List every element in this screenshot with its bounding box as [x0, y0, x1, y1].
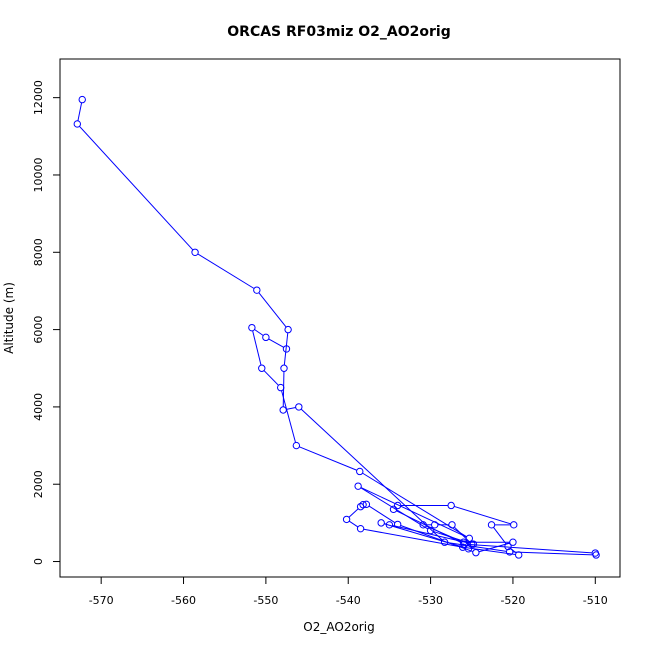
- data-point: [385, 521, 394, 529]
- data-point: [354, 482, 362, 490]
- series-segment: [77, 102, 83, 121]
- series-segment: [348, 508, 359, 518]
- series-segment: [348, 520, 359, 528]
- series-segment: [363, 528, 460, 548]
- x-tick-label: -530: [418, 594, 443, 607]
- series-segment: [465, 547, 516, 556]
- x-tick-label: -570: [89, 594, 114, 607]
- series-segment: [286, 407, 296, 410]
- data-point: [282, 345, 291, 353]
- data-point: [191, 248, 199, 256]
- y-tick-label: 8000: [32, 238, 45, 266]
- data-point: [280, 364, 288, 372]
- y-tick-label: 4000: [32, 393, 45, 421]
- data-point: [253, 286, 261, 294]
- series-segment: [252, 330, 262, 366]
- series-segment: [263, 370, 279, 386]
- x-tick-label: -550: [253, 594, 278, 607]
- series-segment: [368, 505, 396, 524]
- data-point: [504, 542, 512, 551]
- y-tick-label: 10000: [32, 157, 45, 192]
- x-tick-label: -540: [336, 594, 361, 607]
- data-point: [356, 524, 365, 533]
- x-tick-label: -560: [171, 594, 196, 607]
- data-point: [469, 540, 478, 548]
- data-point: [262, 333, 270, 342]
- series-segment: [299, 446, 357, 471]
- series-segment: [362, 472, 467, 538]
- data-point: [393, 520, 402, 529]
- data-point: [292, 441, 301, 450]
- data-point: [419, 521, 427, 529]
- y-tick-label: 6000: [32, 316, 45, 344]
- chart-title: ORCAS RF03miz O2_AO2orig: [227, 24, 450, 40]
- data-point: [426, 526, 435, 535]
- plot-frame: [59, 58, 621, 578]
- data-point: [359, 501, 367, 509]
- y-axis: 0 2000 4000 6000 8000 10000 12000: [32, 80, 60, 565]
- data-point: [279, 406, 287, 414]
- series-segment: [281, 390, 297, 443]
- x-tick-label: -510: [583, 594, 608, 607]
- series-segment: [254, 329, 264, 336]
- series-segment: [467, 543, 593, 554]
- data-point: [431, 521, 439, 529]
- data-point: [591, 549, 599, 557]
- x-tick-label: -520: [500, 594, 525, 607]
- y-tick-label: 0: [32, 558, 45, 565]
- y-axis-label: Altitude (m): [2, 282, 16, 354]
- data-point: [356, 467, 364, 476]
- data-point: [284, 325, 292, 334]
- series-segment: [478, 542, 510, 553]
- series-segment: [493, 527, 507, 545]
- data-point: [258, 364, 266, 372]
- y-tick-label: 12000: [32, 80, 45, 115]
- data-point: [248, 323, 256, 332]
- data-point: [472, 548, 480, 557]
- y-tick-label: 2000: [32, 470, 45, 498]
- data-point: [505, 548, 514, 556]
- series-segment: [300, 408, 443, 541]
- x-axis-label: O2_AO2orig: [303, 620, 374, 634]
- data-point: [362, 500, 371, 509]
- series-segment: [197, 253, 255, 289]
- series-segment: [392, 525, 471, 544]
- series-segment: [512, 551, 593, 556]
- data-point: [515, 551, 523, 559]
- data-point: [459, 538, 468, 546]
- data-point: [510, 521, 518, 529]
- data-point: [277, 383, 285, 392]
- series-segment: [360, 487, 429, 530]
- data-point: [464, 545, 473, 553]
- data-point: [73, 120, 81, 128]
- data-point: [447, 501, 455, 510]
- data-point: [509, 538, 517, 546]
- data-point: [295, 403, 303, 411]
- series-layer: [73, 95, 600, 559]
- x-axis: -570 -560 -550 -540 -530 -520 -510: [89, 577, 608, 607]
- series-segment: [454, 505, 511, 525]
- series-segment: [258, 292, 287, 328]
- data-point: [78, 95, 86, 104]
- data-point: [389, 505, 398, 514]
- data-point: [377, 519, 385, 527]
- series-segment: [268, 338, 284, 348]
- series-segment: [283, 332, 289, 366]
- data-point: [440, 538, 449, 546]
- data-point: [448, 521, 456, 529]
- data-point: [487, 521, 496, 529]
- data-point: [342, 515, 351, 524]
- series-segment: [360, 487, 467, 538]
- data-point: [393, 501, 402, 510]
- data-point: [465, 534, 473, 543]
- series-segment: [79, 125, 194, 251]
- series-segment: [447, 542, 507, 552]
